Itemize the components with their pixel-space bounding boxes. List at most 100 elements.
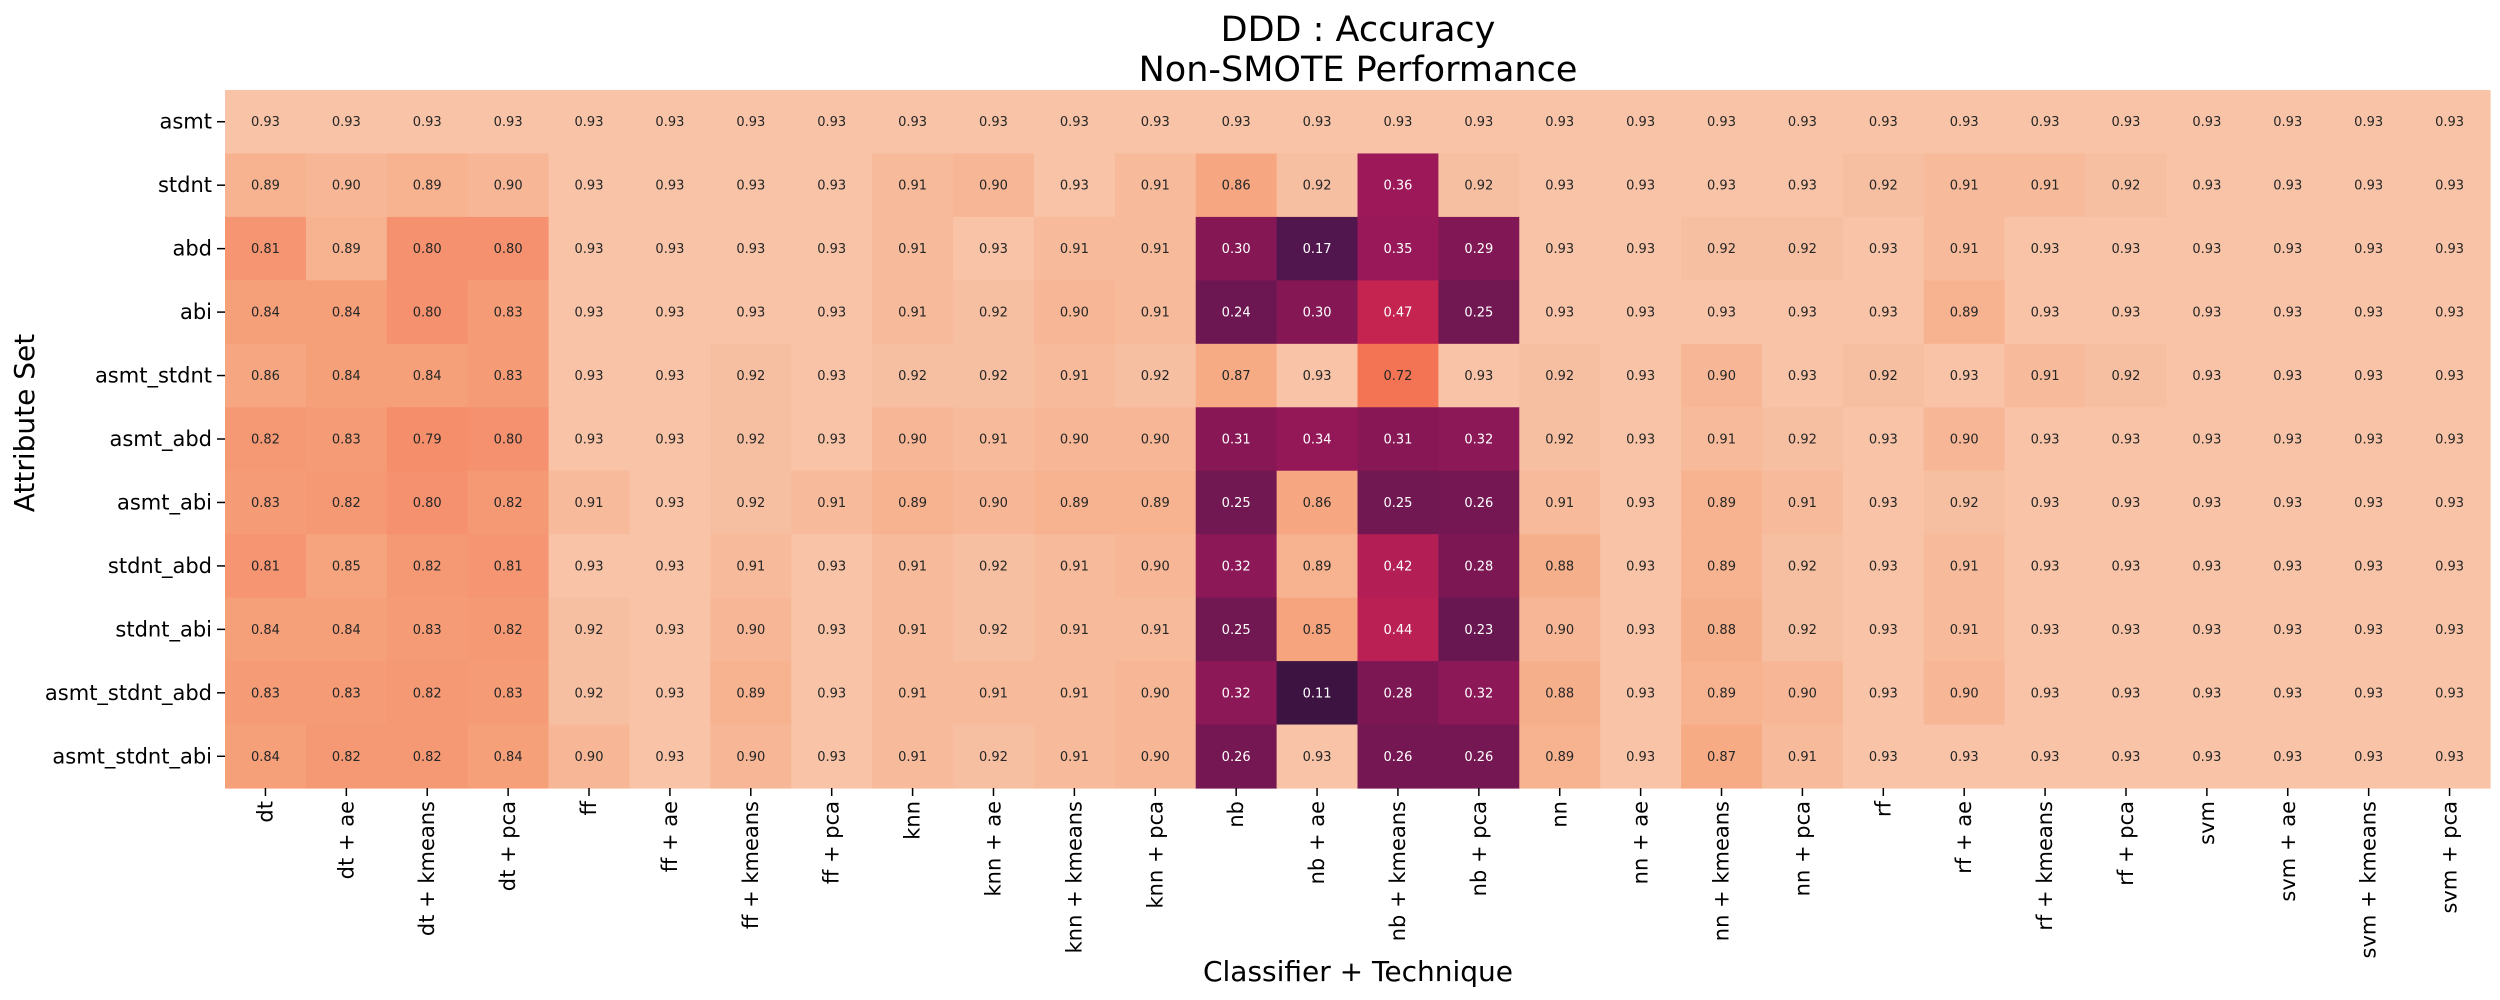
heatmap-cell (2247, 661, 2329, 726)
heatmap-cell (467, 724, 550, 789)
heatmap-cell (2247, 280, 2329, 345)
cell-value-label: 0.88 (1545, 686, 1574, 701)
heatmap-cell (2166, 534, 2248, 599)
cell-value-label: 0.93 (655, 686, 684, 701)
heatmap-cell (1519, 407, 1601, 472)
cell-value-label: 0.86 (1222, 179, 1251, 194)
heatmap-cell (1923, 90, 2006, 155)
heatmap-cell (1600, 343, 1682, 408)
heatmap-cell (386, 343, 469, 408)
cell-value-label: 0.91 (1060, 623, 1089, 638)
cell-value-label: 0.26 (1464, 750, 1493, 765)
cell-value-label: 0.91 (1060, 559, 1089, 574)
cell-value-label: 0.83 (494, 369, 523, 384)
cell-value-label: 0.79 (413, 433, 442, 448)
heatmap-cell (791, 534, 873, 599)
cell-value-label: 0.81 (494, 559, 523, 574)
cell-value-label: 0.91 (575, 496, 604, 511)
heatmap-cell (1761, 597, 1844, 662)
cell-value-label: 0.93 (655, 559, 684, 574)
cell-value-label: 0.91 (1950, 623, 1979, 638)
x-tick-label: rf + ae (1952, 801, 1976, 874)
heatmap-cell (710, 90, 792, 155)
cell-value-label: 0.93 (655, 750, 684, 765)
cell-value-label: 0.86 (251, 369, 280, 384)
heatmap-cell (872, 534, 954, 599)
cell-value-label: 0.93 (1707, 115, 1736, 130)
cell-value-label: 0.83 (494, 306, 523, 321)
heatmap-cell (2409, 153, 2491, 218)
cell-value-label: 0.93 (2192, 306, 2221, 321)
cell-value-label: 0.93 (2354, 496, 2383, 511)
cell-value-label: 0.91 (1141, 242, 1170, 257)
cell-value-label: 0.82 (413, 750, 442, 765)
cell-value-label: 0.93 (1950, 750, 1979, 765)
cell-value-label: 0.93 (1626, 559, 1655, 574)
heatmap-cell (1114, 153, 1197, 218)
heatmap-cell (872, 470, 954, 535)
x-tick-label: nb + pca (1467, 801, 1491, 896)
heatmap-cell (629, 661, 711, 726)
heatmap-cell (1761, 470, 1844, 535)
heatmap-cell (1114, 407, 1197, 472)
heatmap-cell (2247, 153, 2329, 218)
heatmap-cell (1195, 343, 1278, 408)
heatmap-cell (791, 343, 873, 408)
cell-value-label: 0.93 (817, 559, 846, 574)
heatmap-cell (1033, 470, 1116, 535)
heatmap-cell (1923, 153, 2006, 218)
heatmap-cell (386, 153, 469, 218)
cell-value-label: 0.93 (2112, 686, 2141, 701)
cell-value-label: 0.84 (332, 369, 361, 384)
cell-value-label: 0.93 (1141, 115, 1170, 130)
cell-value-label: 0.93 (2273, 369, 2302, 384)
cell-value-label: 0.92 (1950, 496, 1979, 511)
heatmap-cell (1276, 407, 1359, 472)
cell-value-label: 0.89 (1141, 496, 1170, 511)
heatmap-cell (2328, 216, 2410, 281)
cell-value-label: 0.87 (1707, 750, 1736, 765)
cell-value-label: 0.84 (332, 306, 361, 321)
heatmap-cell (2328, 153, 2410, 218)
cell-value-label: 0.91 (898, 559, 927, 574)
heatmap-cell (1357, 724, 1439, 789)
heatmap-cell (2085, 470, 2168, 535)
x-tick-label: nb + ae (1305, 801, 1329, 884)
cell-value-label: 0.89 (1707, 686, 1736, 701)
x-tick-label: ff + pca (820, 801, 844, 884)
cell-value-label: 0.93 (494, 115, 523, 130)
cell-value-label: 0.93 (2273, 559, 2302, 574)
cell-value-label: 0.93 (2435, 496, 2464, 511)
heatmap-cell (2247, 343, 2329, 408)
cell-value-label: 0.93 (2435, 179, 2464, 194)
cell-value-label: 0.91 (898, 179, 927, 194)
cell-value-label: 0.93 (2273, 242, 2302, 257)
heatmap-cell (1681, 90, 1763, 155)
cell-value-label: 0.90 (1950, 686, 1979, 701)
cell-value-label: 0.91 (2031, 179, 2060, 194)
cell-value-label: 0.83 (251, 686, 280, 701)
cell-value-label: 0.93 (1869, 686, 1898, 701)
cell-value-label: 0.89 (1707, 496, 1736, 511)
heatmap-cell (1842, 724, 1925, 789)
cell-value-label: 0.86 (1303, 496, 1332, 511)
cell-value-label: 0.91 (1545, 496, 1574, 511)
heatmap-cell (1923, 280, 2006, 345)
heatmap-cell (1276, 90, 1359, 155)
heatmap-cell (2328, 534, 2410, 599)
heatmap-cell (2247, 470, 2329, 535)
cell-value-label: 0.89 (1707, 559, 1736, 574)
x-tick-label: nn (1548, 801, 1572, 828)
cell-value-label: 0.93 (1869, 115, 1898, 130)
heatmap-cell (305, 470, 388, 535)
cell-value-label: 0.91 (979, 686, 1008, 701)
heatmap-cell (629, 407, 711, 472)
heatmap-cell (467, 597, 550, 662)
heatmap-cell (1276, 534, 1359, 599)
x-tick-label: rf + pca (2114, 801, 2138, 886)
heatmap-cell (1033, 534, 1116, 599)
cell-value-label: 0.93 (655, 179, 684, 194)
heatmap-cell (1438, 90, 1520, 155)
cell-value-label: 0.93 (817, 433, 846, 448)
cell-value-label: 0.93 (655, 242, 684, 257)
